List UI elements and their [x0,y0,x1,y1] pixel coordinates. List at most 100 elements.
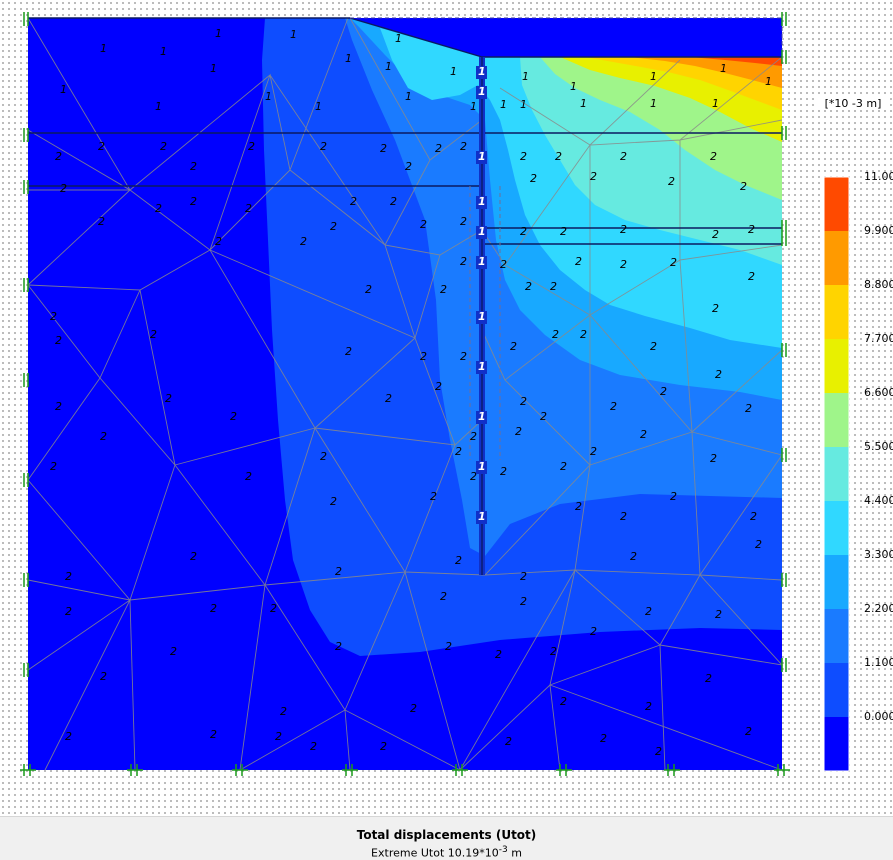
element-group-label: 2 [460,350,467,363]
wall-tag-label: 1 [478,85,486,98]
wall-tag-badge [476,311,487,324]
element-group-label: 1 [650,70,657,83]
element-group-label: 2 [420,350,427,363]
wall-tag-badge [476,66,487,79]
legend-frame [823,176,850,772]
element-group-label: 2 [520,150,527,163]
element-group-label: 2 [50,310,57,323]
element-group-label: 2 [745,402,752,415]
contour-band-9 [630,57,782,88]
element-group-label: 1 [385,60,392,73]
wall-tag-badge [476,361,487,374]
element-group-label: 2 [190,195,197,208]
element-group-label: 2 [55,400,62,413]
mesh-lines [27,17,784,771]
element-group-label: 2 [160,140,167,153]
legend-swatch [824,231,849,285]
geometry-lines [28,17,782,245]
element-group-label: 2 [748,270,755,283]
wall-tag-label: 1 [478,310,486,323]
element-group-label: 2 [280,705,287,718]
element-group-label: 2 [170,645,177,658]
element-group-label: 2 [712,228,719,241]
element-group-label: 2 [455,554,462,567]
element-group-label: 2 [560,460,567,473]
element-group-label: 1 [712,97,719,110]
element-group-label: 2 [405,160,412,173]
element-group-label: 1 [650,97,657,110]
element-group-label: 2 [330,495,337,508]
element-group-label: 2 [620,223,627,236]
element-group-label: 2 [320,140,327,153]
element-group-label: 2 [410,702,417,715]
element-group-label: 2 [645,700,652,713]
element-group-label: 2 [210,602,217,615]
element-group-label: 2 [620,510,627,523]
element-group-label: 2 [500,258,507,271]
element-group-label: 2 [640,428,647,441]
element-group-label: 2 [520,570,527,583]
element-group-label: 1 [100,42,107,55]
element-group-label: 2 [590,445,597,458]
element-group-label: 2 [515,425,522,438]
element-group-label: 2 [165,392,172,405]
element-group-label: 2 [510,340,517,353]
extreme-value-line: Extreme Utot 10.19*10-3 m [0,845,893,860]
wall-tags: 1 1 1 1 1 1 1 1 1 1 1 [476,65,487,524]
element-group-label: 1 [290,28,297,41]
plot-title: Total displacements (Utot) [356,828,537,842]
element-group-label: 1 [160,45,167,58]
element-group-label: 1 [155,100,162,113]
element-group-label: 2 [710,150,717,163]
wall-tag-label: 1 [478,510,486,523]
element-group-label: 2 [715,368,722,381]
legend-value: 4.400 [864,494,893,507]
element-group-label: 2 [660,385,667,398]
element-group-label: 2 [100,670,107,683]
element-group-label: 1 [570,80,577,93]
element-group-label: 2 [445,640,452,653]
element-group-label: 2 [748,223,755,236]
element-group-label: 2 [345,345,352,358]
extreme-value-exponent: -3 [498,845,508,855]
element-group-label: 2 [385,392,392,405]
element-group-label: 2 [440,283,447,296]
legend-swatch [824,285,849,339]
element-group-label: 2 [600,732,607,745]
element-group-label: 1 [520,98,527,111]
element-group-label: 2 [150,328,157,341]
element-group-label: 2 [420,218,427,231]
element-group-label: 2 [100,430,107,443]
element-group-label: 2 [245,470,252,483]
wall-tag-label: 1 [478,150,486,163]
element-group-label: 1 [580,97,587,110]
element-group-label: 2 [520,225,527,238]
wall-tag-label: 1 [478,65,486,78]
legend-swatch [824,717,849,771]
element-group-label: 2 [560,695,567,708]
wall-tag-label: 1 [478,460,486,473]
element-group-label: 2 [190,550,197,563]
element-group-label: 1 [500,98,507,111]
element-group-label: 2 [705,672,712,685]
element-group-label: 2 [668,175,675,188]
legend-value: 8.800 [864,278,893,291]
element-group-label: 2 [610,400,617,413]
element-group-label: 2 [745,725,752,738]
wall-tag-badge [476,226,487,239]
element-group-label: 2 [620,150,627,163]
legend-swatch [824,447,849,501]
legend-swatch [824,501,849,555]
element-group-label: 1 [765,75,772,88]
element-group-label: 2 [670,490,677,503]
element-group-label: 2 [60,182,67,195]
element-group-label: 1 [405,90,412,103]
element-group-label: 2 [98,215,105,228]
legend-value: 11.000 [864,170,893,183]
wall-tag-badge [476,151,487,164]
element-group-label: 2 [245,202,252,215]
element-group-label: 2 [380,142,387,155]
wall-tag-badge [476,196,487,209]
